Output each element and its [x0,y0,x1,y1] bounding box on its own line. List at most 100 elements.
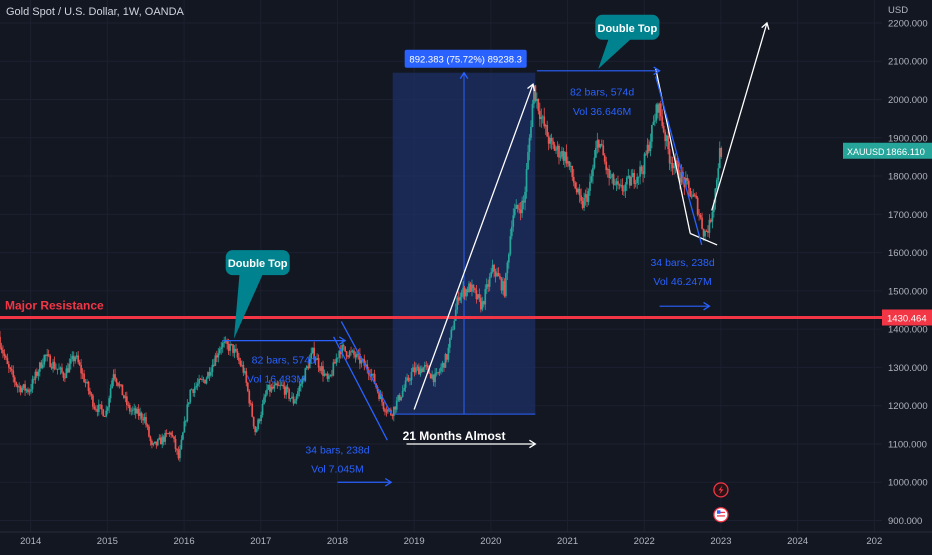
candle-body [270,386,273,392]
candle-body [19,386,22,393]
y-tick-label: 1600.000 [888,248,928,259]
candle-body [628,176,631,186]
candle-body [656,104,659,113]
candle-body [202,379,205,380]
candle-body [395,400,398,410]
x-tick-label: 202 [866,536,882,547]
candle-body [140,412,143,419]
us-flag-event-icon [713,507,729,523]
candle-body [491,264,494,273]
y-tick-label: 1200.000 [888,401,928,412]
candle-body [350,351,352,353]
candle-body [546,125,549,137]
candle-body [479,297,482,310]
candle-body [276,383,279,386]
candle-body [475,290,478,300]
measure-arrow-4-head [703,301,711,311]
candle-body [238,357,240,361]
candle-body [233,348,236,353]
candle-body [10,369,13,371]
last-price-value: 1866.110 [886,147,925,158]
candle-body [671,162,674,169]
candle-body [329,374,332,376]
candle-body [561,151,563,157]
candle-body [97,404,100,412]
candle-body [52,361,54,369]
candle-body [187,402,190,405]
candle-body [6,357,9,364]
candle-body [308,359,311,369]
candle-body [198,378,200,384]
last-price-symbol: XAUUSD [847,147,885,157]
candle-body [540,116,543,120]
candle-body [370,373,373,377]
candle-body [444,354,447,368]
candle-body [90,393,93,396]
candle-body [583,197,585,208]
candle-body [218,349,221,354]
candle-body [252,416,255,427]
candle-body [99,404,102,406]
candle-body [364,364,367,366]
candle-body [336,357,339,359]
resistance-price-tag [882,309,932,326]
candle-body [684,177,687,188]
candle-body [428,367,431,374]
candle-body [254,426,257,433]
candle-body [636,176,639,184]
candle-body [541,116,544,118]
candle-body [400,396,403,401]
candle-body [41,364,44,368]
candle-body [24,384,26,391]
candle-body [348,351,351,357]
candle-body [574,182,577,189]
candle-body [224,340,227,342]
candle-body [21,387,23,393]
candle-body [537,98,540,111]
candle-body [117,382,119,386]
candle-body [297,391,299,397]
candle-body [245,371,248,383]
candle-body [220,347,223,350]
candle-body [2,349,4,354]
candle-body [84,382,87,383]
candle-body [569,165,572,167]
candle-body [603,155,606,162]
candle-body [662,125,665,132]
candle-body [204,379,206,384]
candle-body [645,153,647,155]
candle-body [280,384,283,386]
candle-body [658,103,661,113]
candle-body [618,184,621,186]
candle-body [468,283,470,293]
candle-body [600,143,603,146]
candle-body [528,137,531,153]
candle-body [497,272,500,277]
resistance-label: Major Resistance [5,298,104,312]
candle-body [454,309,457,321]
candle-body [298,386,301,392]
candle-body [190,389,193,391]
candle-body [77,355,80,363]
candle-body [434,373,436,383]
candle-body [37,371,40,376]
last-price-tag [843,142,932,159]
flag-stripe-icon [716,515,725,517]
range-selection-arrow [459,71,469,79]
candle-body [22,384,25,388]
candle-body [409,380,411,382]
candle-body [494,271,497,277]
candle-body [71,355,74,360]
candle-body [103,416,106,418]
candle-body [490,272,492,277]
candle-body [609,177,612,178]
candle-body [236,351,239,358]
candle-body [171,434,174,437]
candle-body [699,215,702,218]
candle-body [214,355,217,366]
candle-body [689,187,692,197]
candle-body [608,169,610,178]
candle-body [304,368,307,381]
